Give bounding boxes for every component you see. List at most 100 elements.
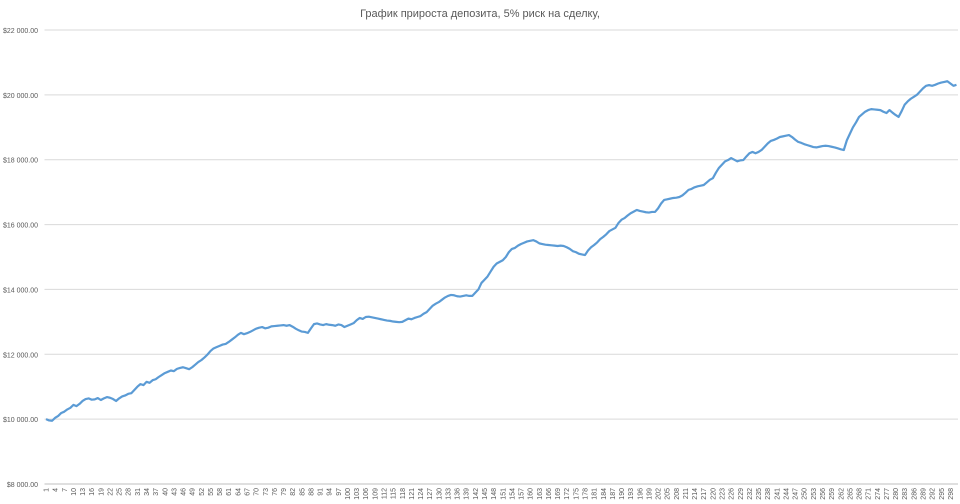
x-tick-label: 253 [811,488,818,500]
x-tick-label: 163 [537,488,544,500]
y-tick-label: $18 000.00 [3,158,38,165]
x-tick-label: 199 [646,488,653,500]
x-tick-label: 247 [793,488,800,500]
x-tick-label: 172 [564,488,571,500]
x-tick-label: 49 [190,488,197,496]
x-tick-label: 202 [656,488,663,500]
x-tick-label: 178 [582,488,589,500]
x-tick-label: 73 [263,488,270,496]
x-tick-label: 187 [610,488,617,500]
x-tick-label: 160 [528,488,535,500]
x-tick-label: 94 [327,488,334,496]
x-tick-label: 235 [756,488,763,500]
x-tick-label: 259 [829,488,836,500]
x-tick-label: 82 [290,488,297,496]
x-tick-label: 220 [710,488,717,500]
x-tick-label: 205 [665,488,672,500]
x-tick-label: 40 [162,488,169,496]
x-tick-label: 274 [875,488,882,500]
x-tick-label: 10 [71,488,78,496]
x-tick-label: 103 [354,488,361,500]
x-tick-label: 196 [637,488,644,500]
x-tick-label: 256 [820,488,827,500]
x-tick-label: 64 [235,488,242,496]
x-tick-label: 184 [601,488,608,500]
x-tick-label: 124 [418,488,425,500]
x-tick-label: 133 [445,488,452,500]
x-tick-label: 208 [674,488,681,500]
x-tick-label: 229 [738,488,745,500]
x-tick-label: 52 [199,488,206,496]
x-tick-label: 169 [555,488,562,500]
x-tick-label: 46 [181,488,188,496]
x-tick-label: 262 [838,488,845,500]
x-tick-label: 19 [98,488,105,496]
x-tick-label: 214 [692,488,699,500]
x-tick-label: 211 [683,488,690,499]
x-tick-label: 118 [400,488,407,499]
y-tick-label: $14 000.00 [3,287,38,294]
x-tick-label: 223 [720,488,727,500]
x-tick-label: 115 [391,488,398,499]
x-tick-label: 121 [409,488,416,500]
x-tick-label: 13 [80,488,87,496]
x-tick-label: 1 [44,488,51,492]
x-tick-label: 91 [318,488,325,496]
x-tick-label: 61 [226,488,233,496]
x-tick-label: 283 [902,488,909,500]
y-tick-label: $22 000.00 [3,28,38,35]
x-tick-label: 295 [939,488,946,500]
x-tick-label: 106 [363,488,370,500]
x-tick-label: 271 [866,488,873,500]
x-tick-label: 277 [884,488,891,500]
x-tick-label: 286 [911,488,918,500]
x-tick-label: 85 [299,488,306,496]
x-tick-label: 265 [847,488,854,500]
x-tick-label: 16 [89,488,96,496]
x-tick-label: 25 [117,488,124,496]
x-tick-label: 154 [509,488,516,500]
x-tick-label: 136 [455,488,462,500]
chart-title: График прироста депозита, 5% риск на сде… [360,8,600,20]
y-tick-label: $8 000.00 [7,482,38,489]
x-tick-label: 250 [802,488,809,500]
x-tick-label: 22 [107,488,114,496]
x-tick-label: 37 [153,488,160,496]
x-tick-label: 34 [144,488,151,496]
x-tick-label: 166 [546,488,553,500]
x-tick-label: 100 [345,488,352,500]
x-tick-label: 244 [783,488,790,500]
x-tick-label: 67 [244,488,251,496]
x-tick-label: 217 [701,488,708,500]
x-tick-label: 70 [254,488,261,496]
x-tick-label: 298 [948,488,955,500]
x-tick-label: 157 [519,488,526,500]
x-tick-label: 88 [308,488,315,496]
x-tick-label: 292 [930,488,937,500]
x-tick-label: 232 [747,488,754,500]
x-tick-label: 31 [135,488,142,496]
x-tick-label: 193 [628,488,635,500]
y-tick-label: $16 000.00 [3,223,38,230]
x-tick-label: 28 [126,488,133,496]
x-tick-label: 175 [573,488,580,500]
x-tick-label: 43 [171,488,178,496]
x-tick-label: 76 [272,488,279,496]
x-tick-label: 145 [482,488,489,500]
y-tick-label: $12 000.00 [3,352,38,359]
x-tick-label: 289 [920,488,927,500]
x-tick-label: 79 [281,488,288,496]
x-tick-label: 280 [893,488,900,500]
x-tick-label: 97 [336,488,343,496]
x-tick-label: 226 [729,488,736,500]
x-tick-label: 241 [774,488,781,500]
x-tick-label: 142 [473,488,480,500]
x-tick-label: 112 [382,488,389,499]
x-tick-label: 190 [619,488,626,500]
x-tick-label: 139 [464,488,471,500]
x-tick-label: 151 [500,488,507,500]
x-tick-label: 4 [53,488,60,492]
x-tick-label: 58 [217,488,224,496]
x-tick-label: 127 [427,488,434,500]
x-tick-label: 55 [208,488,215,496]
